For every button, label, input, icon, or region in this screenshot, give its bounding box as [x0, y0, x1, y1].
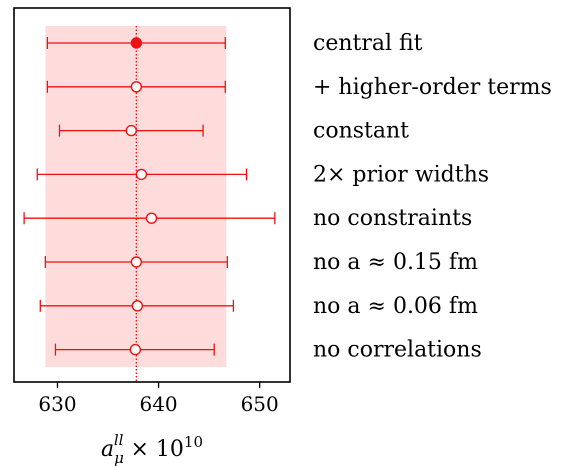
data-point: [125, 124, 137, 137]
data-point: [145, 212, 158, 224]
row-label: constant: [313, 119, 409, 144]
row-label: + higher-order terms: [313, 75, 552, 100]
x-tick-label: 650: [241, 392, 279, 416]
row-label: no a ≈ 0.15 fm: [313, 250, 478, 275]
plot-frame: [13, 7, 291, 383]
data-point: [130, 37, 143, 49]
row-label: no constraints: [313, 206, 472, 231]
data-point: [130, 256, 143, 268]
row-label: 2× prior widths: [313, 162, 489, 187]
uncertainty-band: [45, 26, 227, 367]
data-point: [131, 300, 144, 312]
row-label: no a ≈ 0.06 fm: [313, 294, 478, 319]
data-point: [129, 343, 142, 356]
data-point: [135, 168, 148, 181]
x-axis-title: aμll × 1010: [101, 431, 203, 466]
data-point: [130, 81, 143, 93]
row-label: no correlations: [313, 338, 482, 363]
row-label: central fit: [313, 31, 423, 56]
x-tick-label: 630: [38, 392, 76, 416]
x-tick-label: 640: [139, 392, 177, 416]
